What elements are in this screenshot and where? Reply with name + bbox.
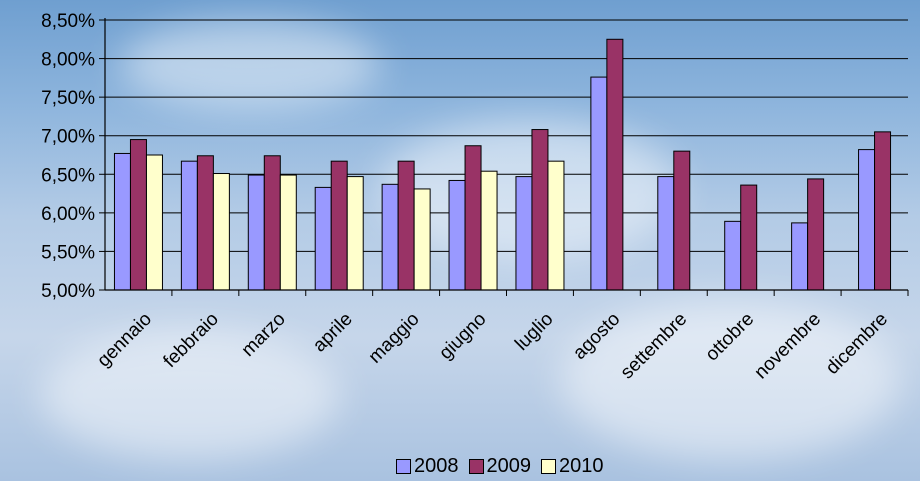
background-cloud	[120, 20, 380, 110]
axes	[99, 18, 909, 296]
bar-2008-agosto	[590, 76, 608, 291]
x-tick-label: gennaio	[93, 309, 156, 372]
y-tick-label: 6,00%	[41, 204, 95, 225]
y-tick-label: 5,00%	[41, 281, 95, 302]
y-tick-label: 7,00%	[41, 127, 95, 148]
bar-2008-gennaio	[113, 152, 131, 291]
bar-2008-dicembre	[858, 149, 876, 291]
legend-swatch-2010	[541, 459, 556, 474]
bar-2008-ottobre	[724, 220, 742, 291]
bar-2009-ottobre	[740, 184, 758, 291]
bar-2009-luglio	[531, 129, 549, 291]
gridlines	[105, 19, 908, 252]
bar-2008-luglio	[515, 176, 533, 291]
legend: 2008 2009 2010	[392, 455, 604, 478]
y-tick-label: 6,50%	[41, 165, 95, 186]
x-tick-label: agosto	[569, 309, 624, 364]
y-tick-label: 8,50%	[41, 11, 95, 32]
bar-2010-gennaio	[145, 154, 163, 291]
y-tick-labels: 5,00% 5,50% 6,00% 6,50% 7,00% 7,50% 8,00% 8,50%	[41, 11, 95, 302]
bar-2010-maggio	[413, 188, 431, 291]
bar-2010-marzo	[279, 174, 297, 291]
x-tick-label: luglio	[511, 309, 557, 355]
y-tick-label: 7,50%	[41, 88, 95, 109]
legend-label-2008: 2008	[414, 455, 459, 477]
bar-2009-gennaio	[129, 139, 147, 291]
bar-2008-settembre	[657, 176, 675, 291]
x-tick-label: marzo	[238, 309, 290, 361]
x-tick-label: dicembre	[822, 309, 892, 379]
bar-2009-settembre	[673, 150, 691, 291]
x-tick-label: ottobre	[702, 309, 759, 366]
bar-2008-febbraio	[180, 160, 198, 291]
x-tick-label: febbraio	[160, 309, 223, 372]
bar-2008-aprile	[314, 186, 332, 291]
x-tick-label: novembre	[751, 309, 826, 384]
legend-label-2010: 2010	[559, 455, 604, 477]
bar-2010-giugno	[480, 170, 498, 291]
bars	[113, 38, 892, 291]
bar-2010-aprile	[346, 176, 364, 291]
bar-2009-agosto	[606, 38, 624, 291]
background-cloud	[40, 330, 340, 460]
bar-2008-maggio	[381, 183, 399, 291]
y-tick-label: 8,00%	[41, 50, 95, 71]
bar-2009-dicembre	[874, 131, 892, 291]
x-tick-label: maggio	[365, 309, 424, 368]
background-cloud	[560, 300, 900, 460]
legend-item-2010: 2010	[537, 455, 604, 478]
bar-2010-febbraio	[212, 173, 230, 291]
bar-2008-giugno	[448, 179, 466, 291]
bar-2009-maggio	[397, 160, 415, 291]
bar-2009-novembre	[807, 178, 825, 291]
x-tick-label: aprile	[309, 309, 357, 357]
x-tick-label: giugno	[435, 309, 490, 364]
bar-2009-febbraio	[196, 155, 214, 291]
bar-2009-giugno	[464, 145, 482, 291]
bar-2008-marzo	[247, 174, 265, 291]
bar-2009-marzo	[263, 155, 281, 291]
bar-2009-aprile	[330, 160, 348, 291]
bar-2008-novembre	[791, 222, 809, 291]
legend-item-2009: 2009	[465, 455, 532, 478]
legend-label-2009: 2009	[486, 455, 532, 477]
legend-swatch-2008	[396, 459, 411, 474]
legend-item-2008: 2008	[392, 455, 459, 478]
legend-swatch-2009	[468, 459, 484, 474]
y-tick-label: 5,50%	[41, 242, 95, 263]
bar-2010-luglio	[547, 160, 565, 291]
x-tick-labels: gennaio febbraio marzo aprile maggio giugno lu…	[93, 309, 892, 384]
x-tick-label: settembre	[617, 309, 692, 384]
